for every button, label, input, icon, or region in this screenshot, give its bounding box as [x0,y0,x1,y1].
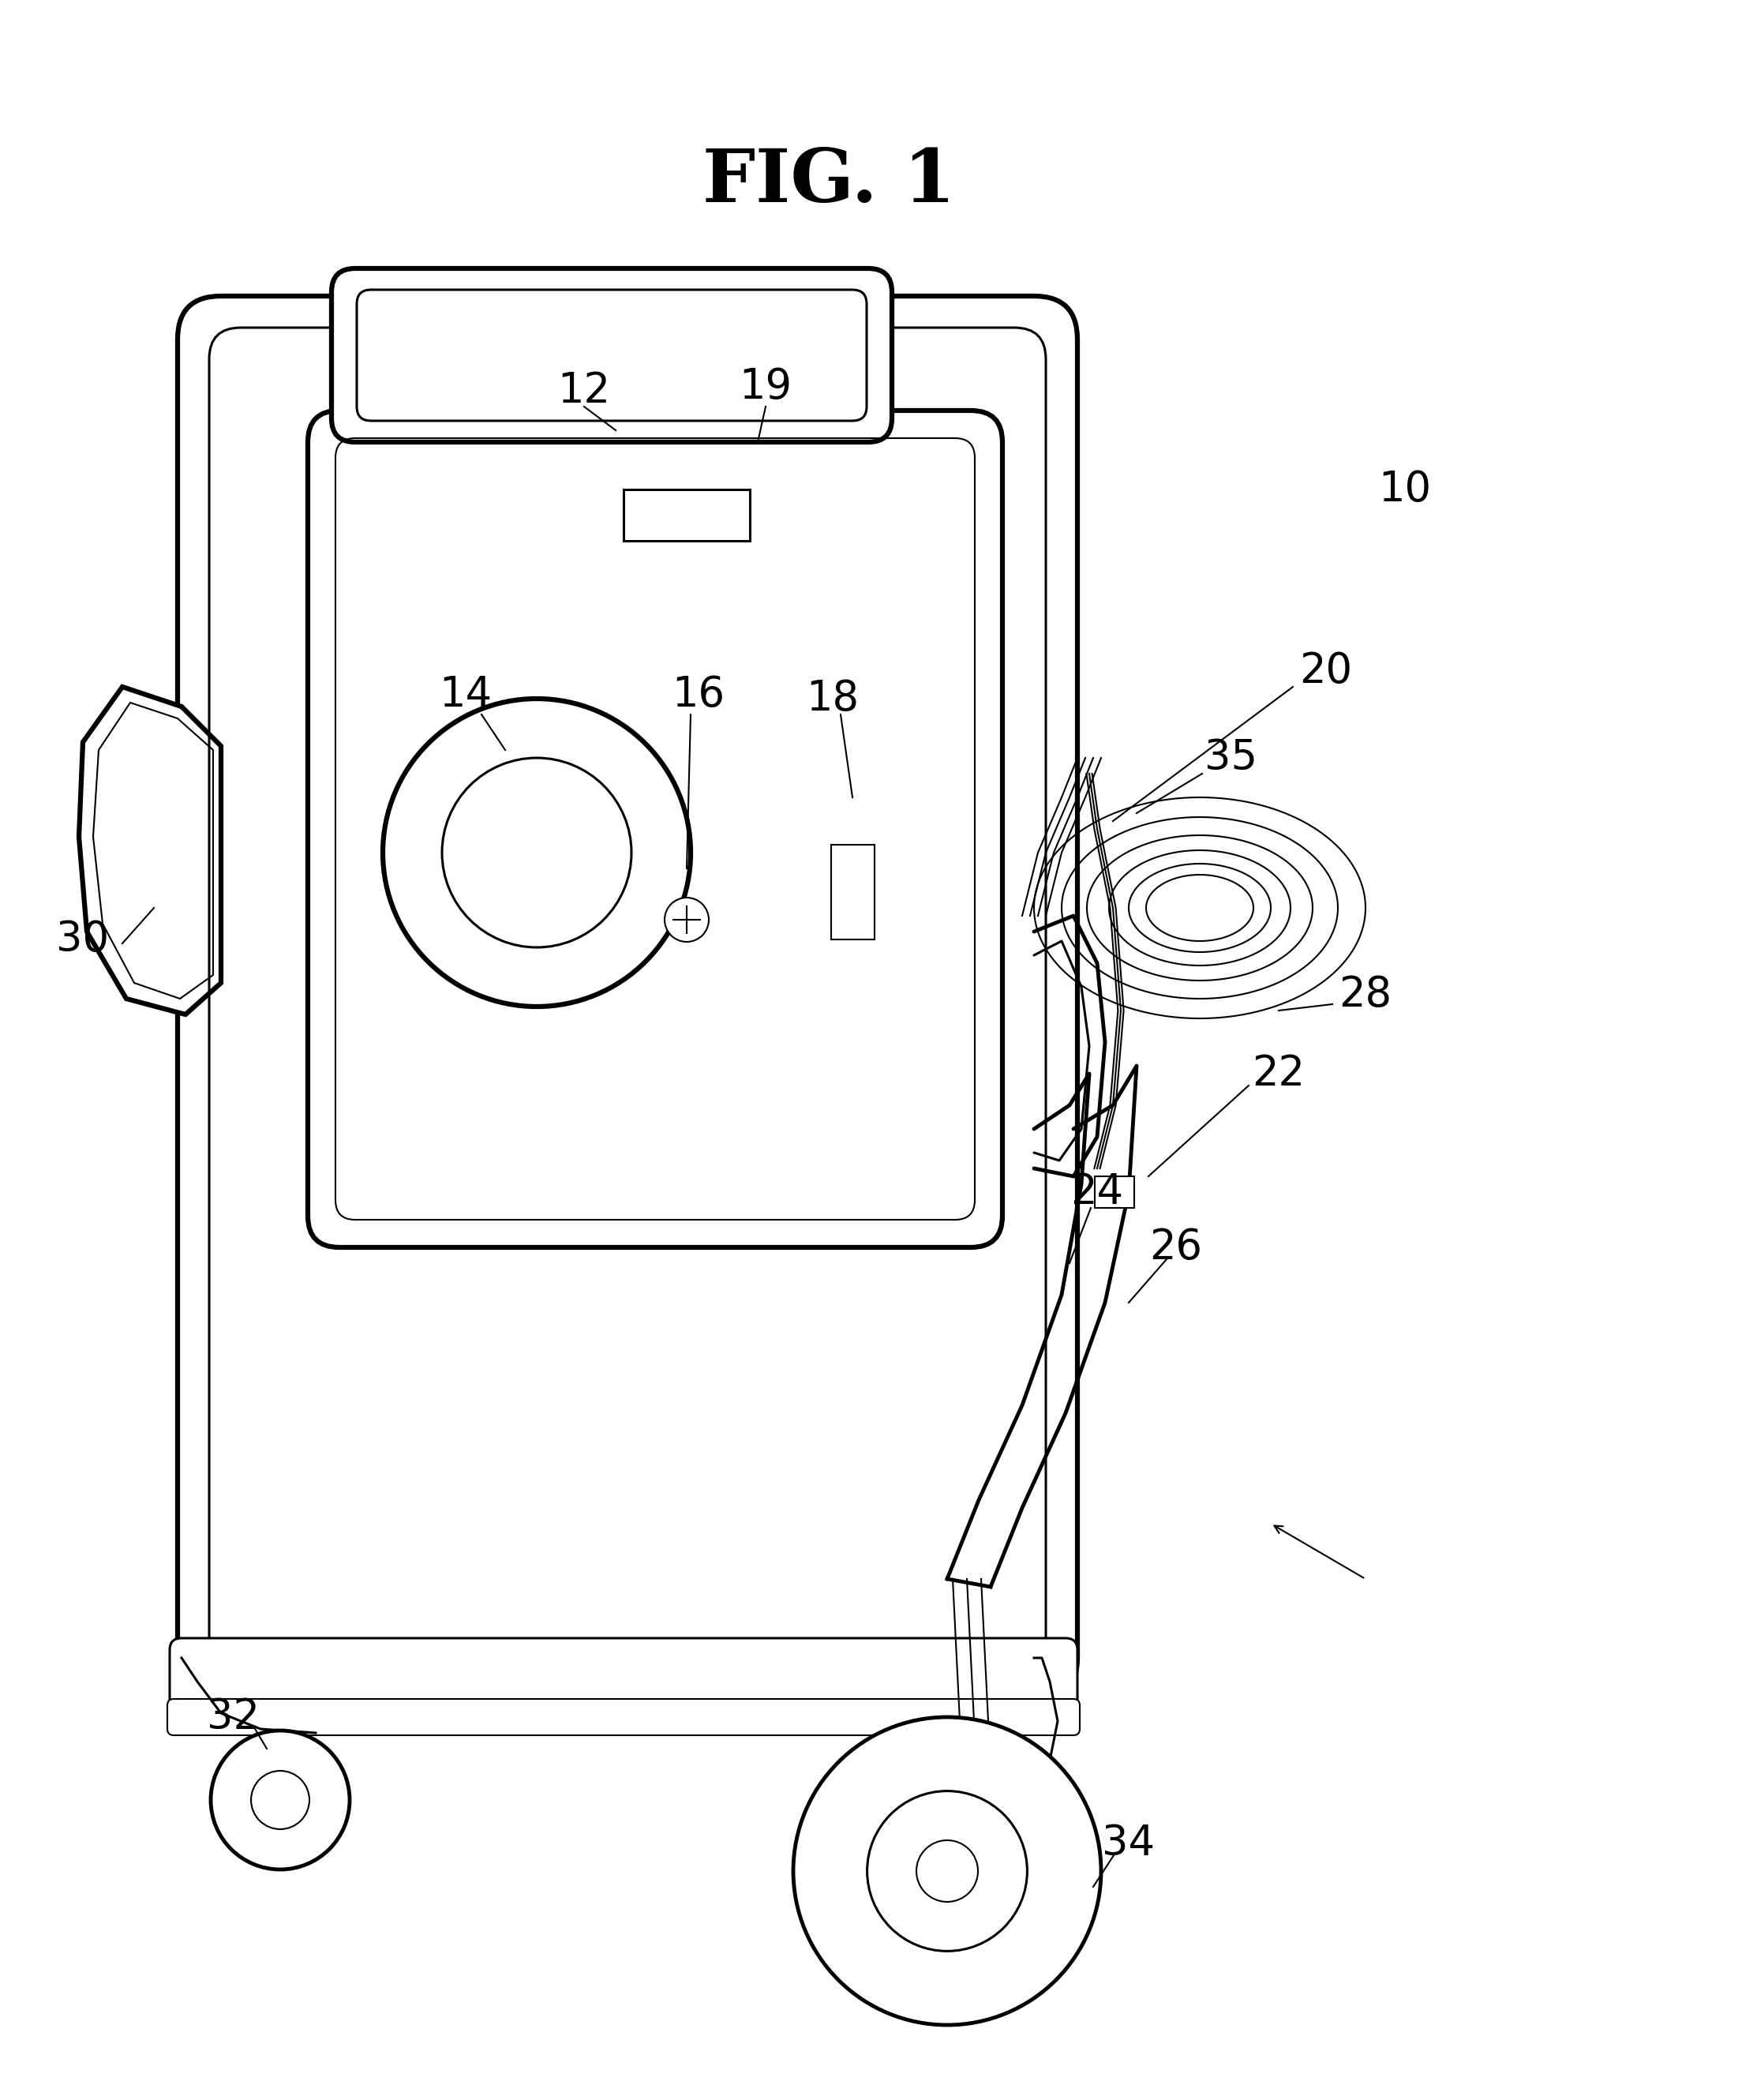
FancyBboxPatch shape [308,410,1002,1247]
Text: 19: 19 [739,365,793,407]
Bar [831,844,874,939]
Circle shape [793,1718,1101,2024]
Text: 24: 24 [1071,1172,1124,1212]
Text: 10: 10 [1378,468,1432,510]
FancyBboxPatch shape [169,1638,1077,1718]
Circle shape [868,1791,1028,1951]
Circle shape [251,1770,310,1829]
Text: 30: 30 [56,920,110,960]
Text: 16: 16 [672,674,725,716]
Text: 35: 35 [1205,737,1258,779]
Text: 12: 12 [557,370,610,412]
Circle shape [211,1730,350,1869]
Bar [624,489,749,542]
Text: 18: 18 [807,678,859,718]
Circle shape [383,699,690,1006]
Text: FIG. 1: FIG. 1 [702,147,955,216]
Text: 26: 26 [1150,1226,1202,1268]
Text: 34: 34 [1103,1823,1155,1865]
Text: 14: 14 [439,674,493,716]
Text: 28: 28 [1340,974,1392,1014]
Polygon shape [78,687,221,1014]
Circle shape [916,1840,977,1903]
Circle shape [442,758,631,947]
Circle shape [665,897,709,941]
Text: 20: 20 [1300,651,1352,691]
Text: 32: 32 [206,1697,260,1737]
Bar [1094,1176,1134,1207]
FancyBboxPatch shape [167,1699,1080,1735]
FancyBboxPatch shape [331,269,892,443]
FancyBboxPatch shape [178,296,1077,1701]
Text: 22: 22 [1252,1054,1305,1094]
